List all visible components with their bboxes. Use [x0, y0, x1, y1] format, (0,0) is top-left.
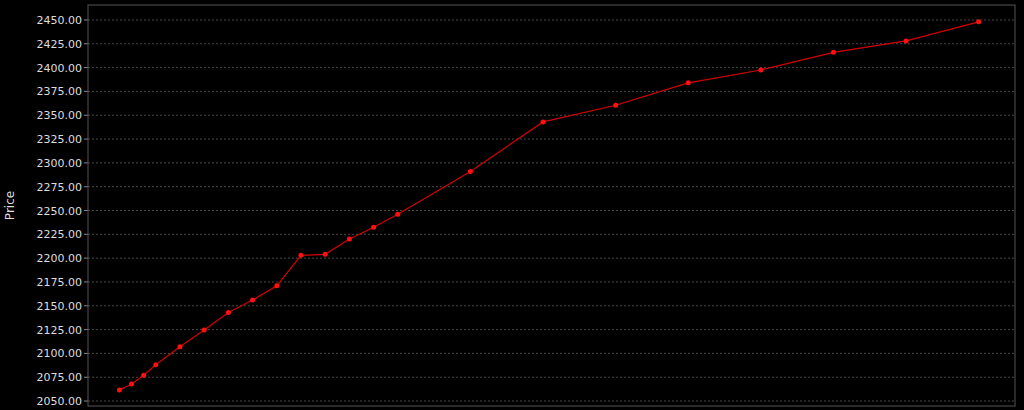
tick-mark [84, 67, 88, 68]
tick-label: 2225.00 [37, 228, 83, 241]
tick-label: 2050.00 [37, 395, 83, 408]
point [117, 388, 122, 393]
tick-mark [84, 377, 88, 378]
grid-line [88, 377, 1015, 378]
tick-mark [84, 162, 88, 163]
tick-label: 2450.00 [37, 14, 83, 27]
tick-label: 2400.00 [37, 62, 83, 75]
grid-line [88, 67, 1015, 68]
tick-label: 2250.00 [37, 205, 83, 218]
tick-label: 2350.00 [37, 109, 83, 122]
point [468, 169, 473, 174]
tick-label: 2275.00 [37, 181, 83, 194]
tick-label: 2375.00 [37, 85, 83, 98]
grid-line [88, 210, 1015, 211]
grid-line [88, 19, 1015, 20]
plot-frame [88, 5, 1015, 406]
tick-mark [84, 234, 88, 235]
grid-line [88, 91, 1015, 92]
point [274, 283, 279, 288]
tick-label: 2200.00 [37, 252, 83, 265]
point [347, 237, 352, 242]
point [613, 103, 618, 108]
point [177, 344, 182, 349]
point [395, 212, 400, 217]
tick-mark [84, 258, 88, 259]
tick-label: 2175.00 [37, 276, 83, 289]
point [153, 362, 158, 367]
tick-label: 2150.00 [37, 300, 83, 313]
grid-line [88, 329, 1015, 330]
grid-line [88, 162, 1015, 163]
point [371, 225, 376, 230]
tick-mark [84, 91, 88, 92]
grid-line [88, 281, 1015, 282]
grid-line [88, 401, 1015, 402]
tick-label: 2125.00 [37, 324, 83, 337]
tick-mark [84, 139, 88, 140]
tick-mark [84, 210, 88, 211]
point [323, 252, 328, 257]
grid-line [88, 305, 1015, 306]
tick-label: 2100.00 [37, 347, 83, 360]
tick-mark [84, 115, 88, 116]
tick-mark [84, 43, 88, 44]
tick-mark [84, 353, 88, 354]
tick-label: 2325.00 [37, 133, 83, 146]
background [0, 0, 1024, 410]
tick-mark [84, 305, 88, 306]
point [226, 310, 231, 315]
point [904, 38, 909, 43]
grid-line [88, 234, 1015, 235]
tick-mark [84, 329, 88, 330]
grid-line [88, 115, 1015, 116]
tick-label: 2425.00 [37, 38, 83, 51]
tick-label: 2300.00 [37, 157, 83, 170]
point [831, 50, 836, 55]
plot-area [117, 19, 981, 392]
point [298, 253, 303, 258]
point [758, 67, 763, 72]
point [541, 119, 546, 124]
point [686, 80, 691, 85]
chart: 2050.00 2075.00 2100.00 2125.00 2150.00 2175.… [0, 0, 1024, 410]
grid-line [88, 186, 1015, 187]
point [141, 373, 146, 378]
point [129, 382, 134, 387]
tick-mark [84, 401, 88, 402]
point [976, 19, 981, 24]
y-axis-label: Price [3, 191, 17, 220]
point [202, 328, 207, 333]
tick-mark [84, 281, 88, 282]
tick-mark [84, 186, 88, 187]
grid-line [88, 258, 1015, 259]
line [119, 22, 978, 390]
point [250, 298, 255, 303]
grid-line [88, 43, 1015, 44]
grid-line [88, 353, 1015, 354]
tick-label: 2075.00 [37, 371, 83, 384]
tick-mark [84, 19, 88, 20]
grid-line [88, 139, 1015, 140]
